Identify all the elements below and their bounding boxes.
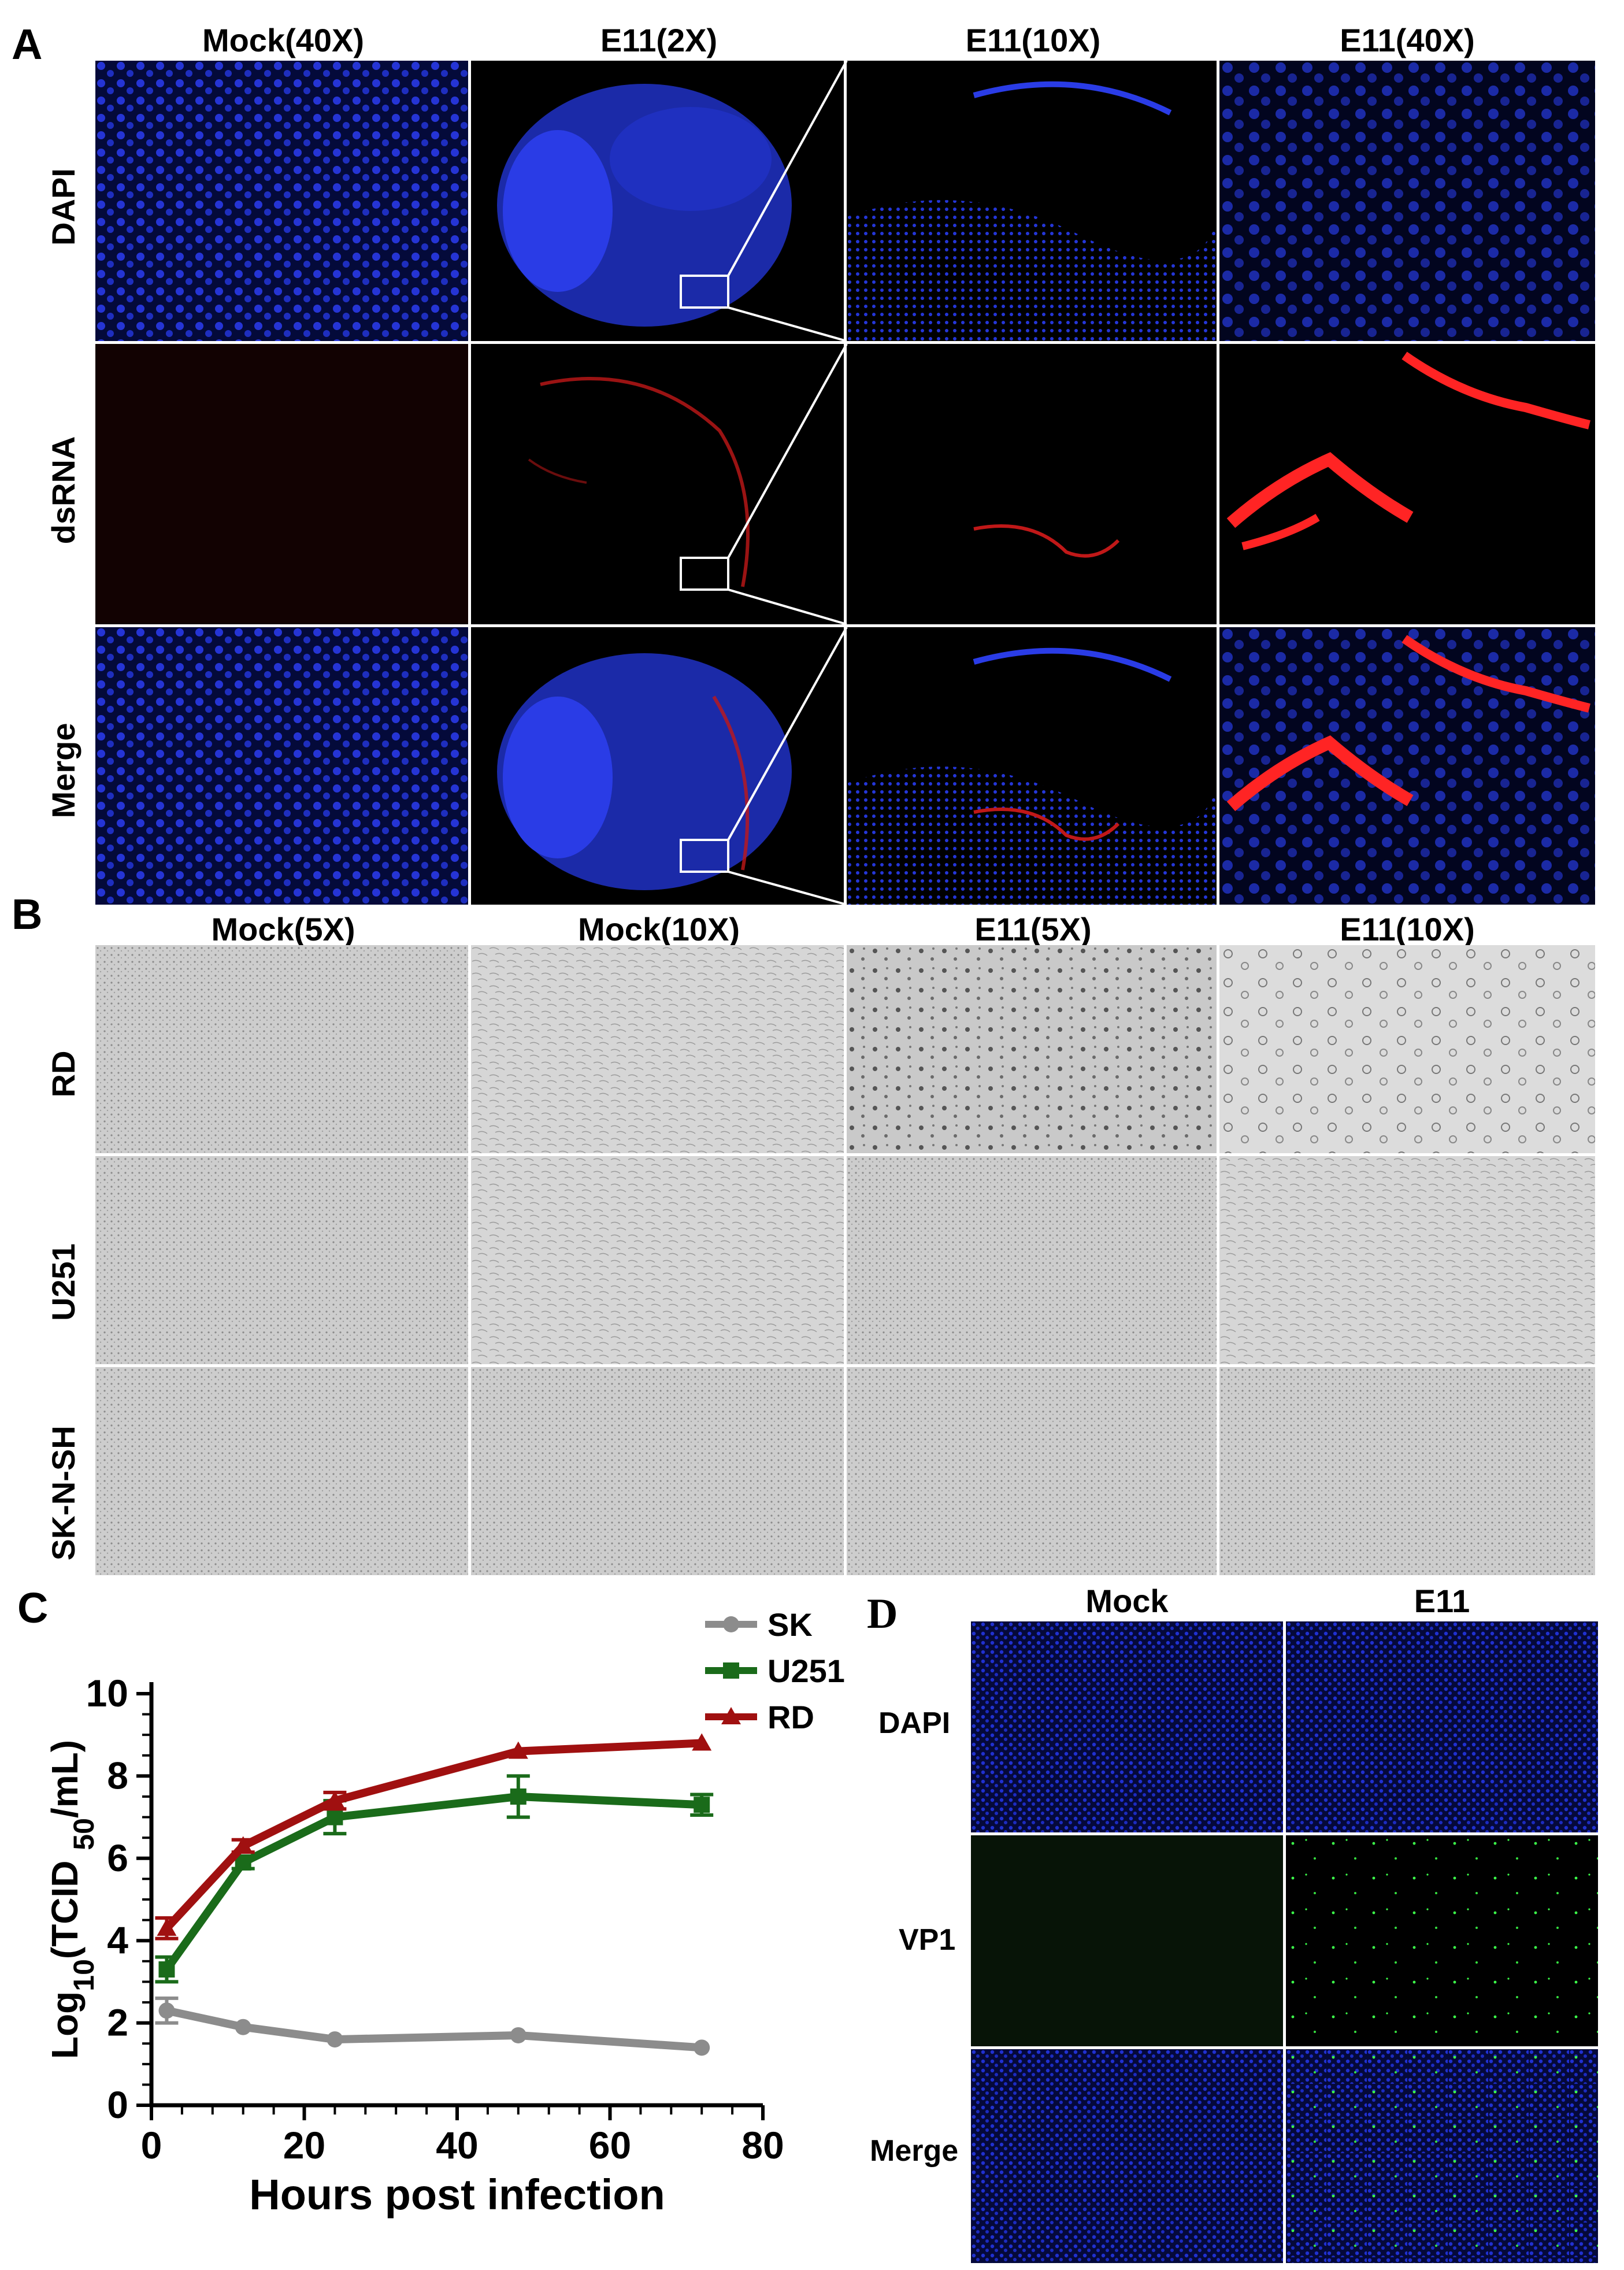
micrograph-e11-10x-dsrna [847,344,1217,624]
legend-marker [723,1662,739,1679]
data-point [325,1791,345,1809]
panel-b-row-label: SK-N-SH [45,1425,81,1561]
x-tick-label: 40 [436,2124,478,2167]
x-tick-label: 60 [589,2124,631,2167]
data-point [510,1788,526,1805]
data-point [158,1961,175,1978]
legend-marker [721,1707,741,1724]
panel-d-col-title: Mock [1085,1583,1169,1619]
brightfield-sknsh-mock-5x [95,1367,468,1575]
brightfield-rd-mock-10x [471,945,844,1153]
micrograph-e11-10x-merge [847,627,1217,905]
y-tick-label: 0 [107,2083,128,2126]
micrograph-e11-40x-merge [1219,627,1595,905]
micrograph-e11-40x-dapi [1219,61,1595,341]
data-point [327,1809,343,1825]
legend-marker [723,1616,739,1632]
brightfield-rd-mock-5x [95,945,468,1153]
y-tick-label: 6 [107,1836,128,1879]
data-point [508,1741,528,1759]
data-point [692,1733,712,1751]
x-tick-label: 0 [141,2124,162,2167]
panel-b-col-title: E11(5X) [974,911,1092,947]
brightfield-u251-e11-5x [847,1156,1217,1364]
brightfield-sknsh-mock-10x [471,1367,844,1575]
micrograph-mock-40x-dapi [95,61,468,341]
brightfield-u251-mock-10x [471,1156,844,1364]
micrograph-e11-40x-dsrna [1219,344,1595,624]
if-mock-vp1 [971,1835,1283,2046]
series-sk [155,1996,710,2056]
if-e11-merge [1286,2049,1598,2263]
panel-a-letter: A [12,20,43,68]
micrograph-e11-2x-dsrna [471,344,844,624]
y-axis-title-part: (TCID [44,1850,86,1959]
series-u251 [155,1774,714,1984]
panel-d-row-label: VP1 [899,1923,956,1957]
data-point [233,1836,253,1854]
series-rd [155,1733,712,1941]
panel-a-col-title: E11(2X) [600,22,718,58]
y-axis-title-part: /mL) [44,1740,86,1818]
brightfield-rd-e11-10x [1219,945,1595,1153]
panel-b-letter: B [12,890,43,938]
micrograph-mock-40x-merge [95,627,468,905]
data-point [510,2027,526,2043]
y-tick-label: 4 [107,1919,128,1961]
panel-a-col-title: E11(10X) [965,22,1101,58]
panel-b-col-title: E11(10X) [1340,911,1475,947]
panel-d-letter: D [867,1590,898,1638]
brightfield-rd-e11-5x [847,945,1217,1153]
panel-b-row-label: U251 [45,1243,81,1321]
micrograph-e11-10x-dapi [847,61,1217,341]
micrograph-mock-40x-dsrna [95,344,468,624]
y-axis-title-part: Log [44,1991,86,2059]
if-e11-vp1 [1286,1835,1598,2046]
zoom-connector-lines [727,60,848,906]
legend-label: U251 [767,1653,845,1689]
brightfield-sknsh-e11-10x [1219,1367,1595,1575]
legend-label: RD [767,1699,814,1735]
if-mock-dapi [971,1621,1283,1832]
brightfield-sknsh-e11-5x [847,1367,1217,1575]
x-tick-label: 20 [283,2124,325,2167]
data-point [694,2039,710,2056]
panel-d-row-label: Merge [870,2134,959,2168]
if-mock-merge [971,2049,1283,2263]
data-point [158,2002,175,2019]
if-e11-dapi [1286,1621,1598,1832]
data-point [327,2031,343,2048]
panel-d-col-title: E11 [1414,1583,1470,1619]
panel-b-col-title: Mock(5X) [211,911,355,947]
x-tick-label: 80 [741,2124,784,2167]
y-tick-label: 8 [107,1754,128,1797]
y-axis-title-part: 10 [68,1959,100,1991]
panel-c-letter: C [17,1584,49,1632]
series-line [164,1739,702,1931]
y-tick-label: 10 [86,1672,128,1714]
micrograph-e11-2x-dapi [471,61,844,341]
legend-label: SK [767,1606,813,1643]
panel-b-row-label: RD [45,1050,81,1098]
panel-b-col-title: Mock(10X) [577,911,740,947]
y-tick-label: 2 [107,2001,128,2044]
panel-a-col-title: E11(40X) [1340,22,1475,58]
brightfield-u251-mock-5x [95,1156,468,1364]
y-axis-title-part: 50 [68,1818,100,1850]
panel-a-col-title: Mock(40X) [202,22,365,58]
data-point [694,1797,710,1813]
brightfield-u251-e11-10x [1219,1156,1595,1364]
x-axis-title: Hours post infection [249,2171,665,2219]
series-line [163,1793,702,1972]
data-point [235,2019,251,2035]
data-point [157,1918,177,1936]
micrograph-e11-2x-merge [471,627,844,905]
y-axis-title: Log10(TCID 50/mL) [44,1740,100,2059]
panel-d-row-label: DAPI [878,1706,951,1740]
